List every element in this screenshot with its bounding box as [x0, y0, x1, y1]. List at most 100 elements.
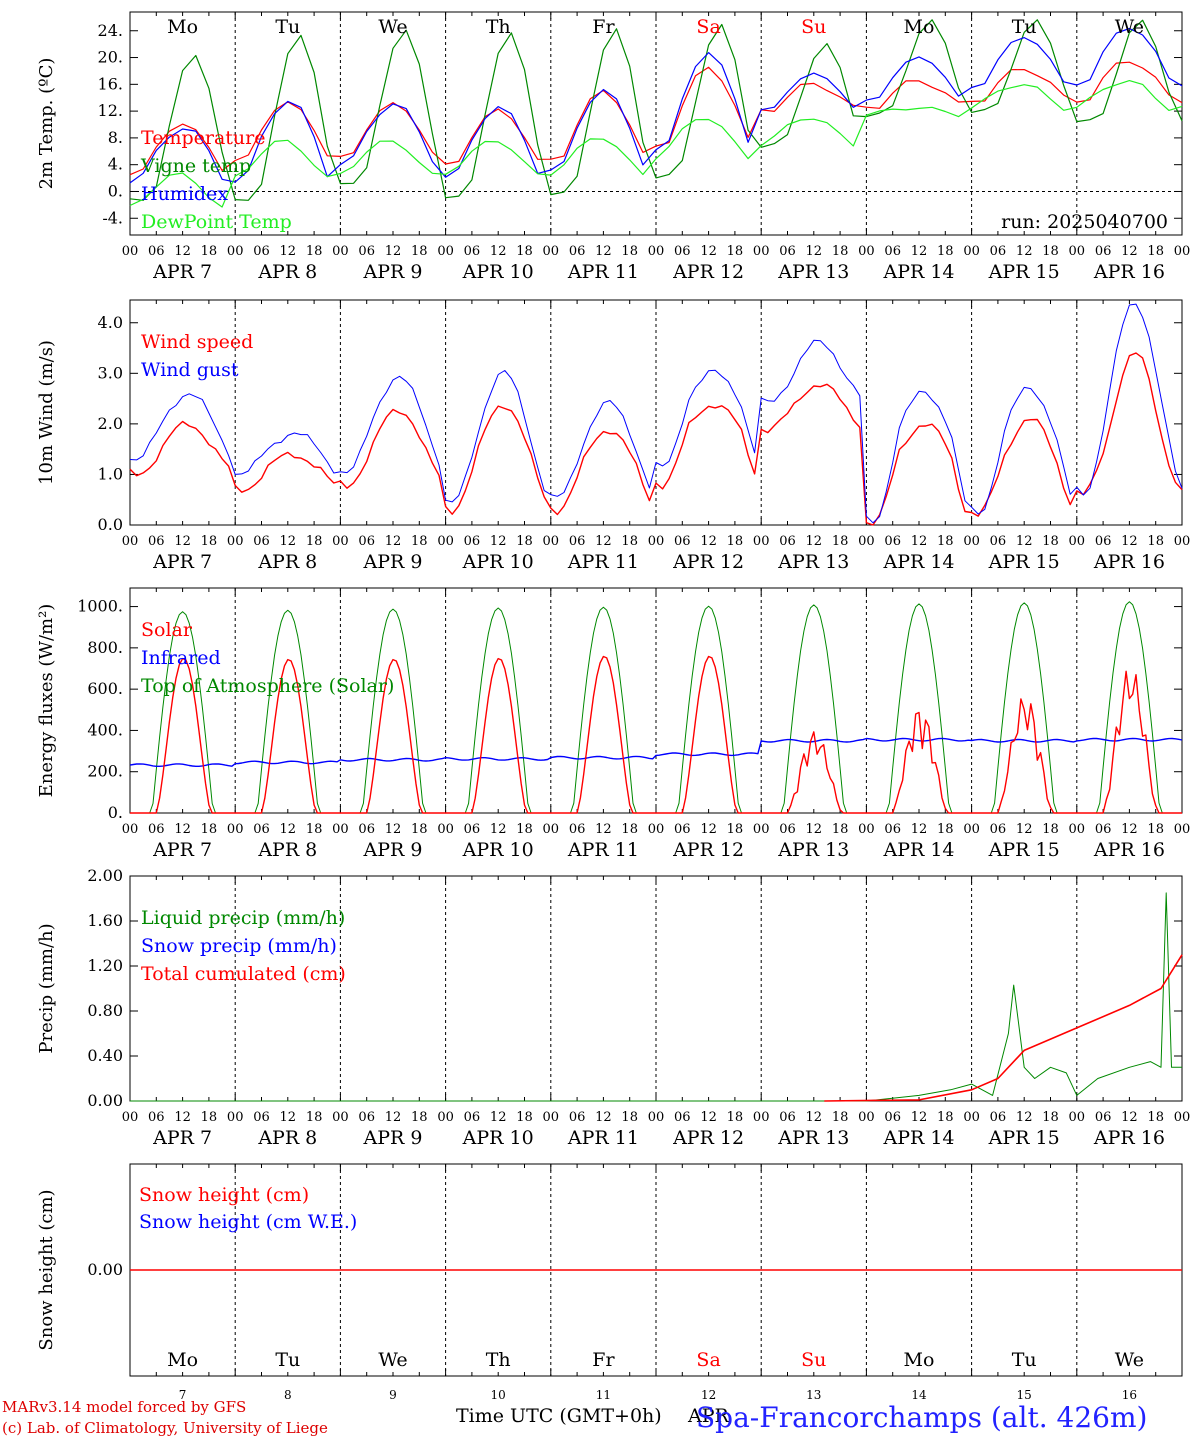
x-day-label: APR 11 [567, 551, 639, 573]
legend-label: Liquid precip (mm/h) [141, 907, 345, 929]
y-tick-label: 0.00 [87, 1260, 123, 1279]
legend-label: Wind speed [141, 331, 253, 353]
x-hour-label: 12 [490, 534, 507, 549]
x-hour-label: 00 [648, 1110, 665, 1125]
x-hour-label: 18 [937, 244, 954, 259]
day-name: We [378, 16, 407, 38]
month-label: APR [688, 1405, 729, 1427]
x-hour-label: 06 [569, 244, 586, 259]
x-day-label: APR 16 [1093, 551, 1165, 573]
x-hour-label: 06 [674, 244, 691, 259]
y-axis-label: 10m Wind (m/s) [36, 340, 57, 485]
x-day-label: APR 14 [882, 1127, 954, 1149]
x-hour-label: 06 [1095, 822, 1112, 837]
y-tick-label: 0.40 [87, 1046, 123, 1065]
x-hour-label: 00 [1174, 1110, 1191, 1125]
day-number: 8 [284, 1388, 292, 1402]
y-tick-label: 1.0 [98, 464, 123, 483]
x-hour-label: 18 [306, 1110, 323, 1125]
x-hour-label: 00 [543, 1110, 560, 1125]
x-hour-label: 00 [332, 1110, 349, 1125]
x-hour-label: 00 [437, 534, 454, 549]
day-name: Mo [167, 1349, 198, 1371]
legend-label: Vigne temp [140, 155, 251, 177]
x-hour-label: 12 [1016, 1110, 1033, 1125]
x-day-label: APR 13 [777, 1127, 849, 1149]
x-day-label: APR 9 [363, 1127, 423, 1149]
x-hour-label: 06 [148, 244, 165, 259]
day-number: 13 [806, 1388, 821, 1402]
legend-label: Snow height (cm W.E.) [139, 1211, 357, 1233]
x-hour-label: 00 [1069, 534, 1086, 549]
x-hour-label: 18 [516, 822, 533, 837]
day-number: 7 [179, 1388, 187, 1402]
x-hour-label: 18 [411, 244, 428, 259]
y-tick-label: 20. [98, 48, 123, 67]
x-hour-label: 00 [543, 534, 560, 549]
x-day-label: APR 16 [1093, 1127, 1165, 1149]
series-line [129, 27, 1183, 184]
day-name: Fr [592, 16, 615, 38]
day-number: 15 [1017, 1388, 1032, 1402]
x-day-label: APR 13 [777, 261, 849, 283]
x-hour-label: 12 [490, 244, 507, 259]
day-name: Fr [592, 1349, 615, 1371]
x-hour-label: 18 [411, 1110, 428, 1125]
x-hour-label: 06 [990, 534, 1007, 549]
day-name: Sa [696, 1349, 720, 1371]
day-name: Su [801, 16, 826, 38]
x-hour-label: 18 [201, 244, 218, 259]
x-hour-label: 12 [385, 534, 402, 549]
x-hour-label: 06 [358, 534, 375, 549]
x-hour-label: 12 [806, 244, 823, 259]
series-line [129, 737, 1183, 767]
x-hour-label: 18 [306, 244, 323, 259]
panel-frame [129, 299, 1183, 526]
x-hour-label: 06 [358, 244, 375, 259]
x-hour-label: 06 [1095, 244, 1112, 259]
x-hour-label: 18 [832, 534, 849, 549]
x-hour-label: 12 [174, 822, 191, 837]
x-hour-label: 18 [937, 822, 954, 837]
x-hour-label: 06 [569, 1110, 586, 1125]
x-hour-label: 18 [727, 534, 744, 549]
x-hour-label: 06 [884, 1110, 901, 1125]
y-tick-label: 600. [87, 679, 123, 698]
x-hour-label: 06 [674, 534, 691, 549]
day-number: 11 [596, 1388, 611, 1402]
x-day-label: APR 10 [462, 551, 534, 573]
x-hour-label: 12 [806, 822, 823, 837]
x-hour-label: 12 [1121, 1110, 1138, 1125]
x-hour-label: 06 [990, 244, 1007, 259]
x-hour-label: 00 [858, 244, 875, 259]
x-hour-label: 06 [674, 1110, 691, 1125]
x-hour-label: 00 [437, 1110, 454, 1125]
legend-label: Wind gust [141, 359, 239, 381]
x-hour-label: 12 [806, 534, 823, 549]
y-tick-label: 2.0 [98, 414, 123, 433]
x-hour-label: 18 [516, 1110, 533, 1125]
x-day-label: APR 8 [257, 839, 317, 861]
y-tick-label: 4.0 [98, 313, 123, 332]
x-hour-label: 00 [858, 534, 875, 549]
y-axis-label: Energy fluxes (W/m²) [36, 604, 57, 798]
y-axis-label: Precip (mm/h) [36, 923, 57, 1053]
x-hour-label: 12 [806, 1110, 823, 1125]
x-hour-label: 06 [779, 244, 796, 259]
x-hour-label: 06 [569, 822, 586, 837]
x-hour-label: 00 [963, 534, 980, 549]
x-hour-label: 00 [543, 822, 560, 837]
x-day-label: APR 15 [988, 261, 1060, 283]
x-hour-label: 06 [253, 534, 270, 549]
x-hour-label: 06 [148, 822, 165, 837]
x-day-label: APR 8 [257, 551, 317, 573]
legend-label: Humidex [141, 183, 228, 205]
day-name: Th [486, 1349, 511, 1371]
x-hour-label: 12 [280, 1110, 297, 1125]
x-day-label: APR 7 [152, 551, 212, 573]
model-credit: MARv3.14 model forced by GFS [2, 1398, 247, 1416]
x-hour-label: 00 [437, 244, 454, 259]
x-hour-label: 12 [700, 534, 717, 549]
x-hour-label: 00 [1174, 534, 1191, 549]
